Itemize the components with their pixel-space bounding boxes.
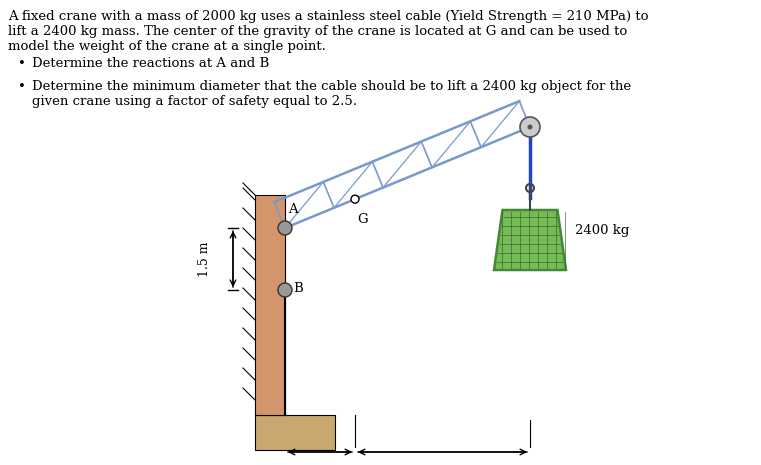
Text: 2400 kg: 2400 kg <box>575 224 629 237</box>
Circle shape <box>278 221 292 235</box>
Circle shape <box>527 125 533 129</box>
Circle shape <box>278 283 292 297</box>
Text: $\leftarrow$2 m$\rightarrow$: $\leftarrow$2 m$\rightarrow$ <box>293 464 347 465</box>
Text: Determine the minimum diameter that the cable should be to lift a 2400 kg object: Determine the minimum diameter that the … <box>32 80 631 93</box>
Text: G: G <box>357 213 368 226</box>
Polygon shape <box>494 210 566 270</box>
Circle shape <box>351 195 359 203</box>
Text: $\leftarrow$  4 m  $\rightarrow$: $\leftarrow$ 4 m $\rightarrow$ <box>408 464 477 465</box>
Text: Determine the reactions at A and B: Determine the reactions at A and B <box>32 57 269 70</box>
Text: 1.5 m: 1.5 m <box>199 241 212 277</box>
Text: A: A <box>288 203 298 216</box>
Text: lift a 2400 kg mass. The center of the gravity of the crane is located at G and : lift a 2400 kg mass. The center of the g… <box>8 25 627 38</box>
Circle shape <box>520 117 540 137</box>
Text: •: • <box>18 57 26 70</box>
Text: A fixed crane with a mass of 2000 kg uses a stainless steel cable (Yield Strengt: A fixed crane with a mass of 2000 kg use… <box>8 10 648 23</box>
Text: model the weight of the crane at a single point.: model the weight of the crane at a singl… <box>8 40 326 53</box>
Polygon shape <box>255 415 335 450</box>
Polygon shape <box>255 195 285 415</box>
Text: •: • <box>18 80 26 93</box>
Text: B: B <box>293 281 303 294</box>
Text: given crane using a factor of safety equal to 2.5.: given crane using a factor of safety equ… <box>32 95 357 108</box>
